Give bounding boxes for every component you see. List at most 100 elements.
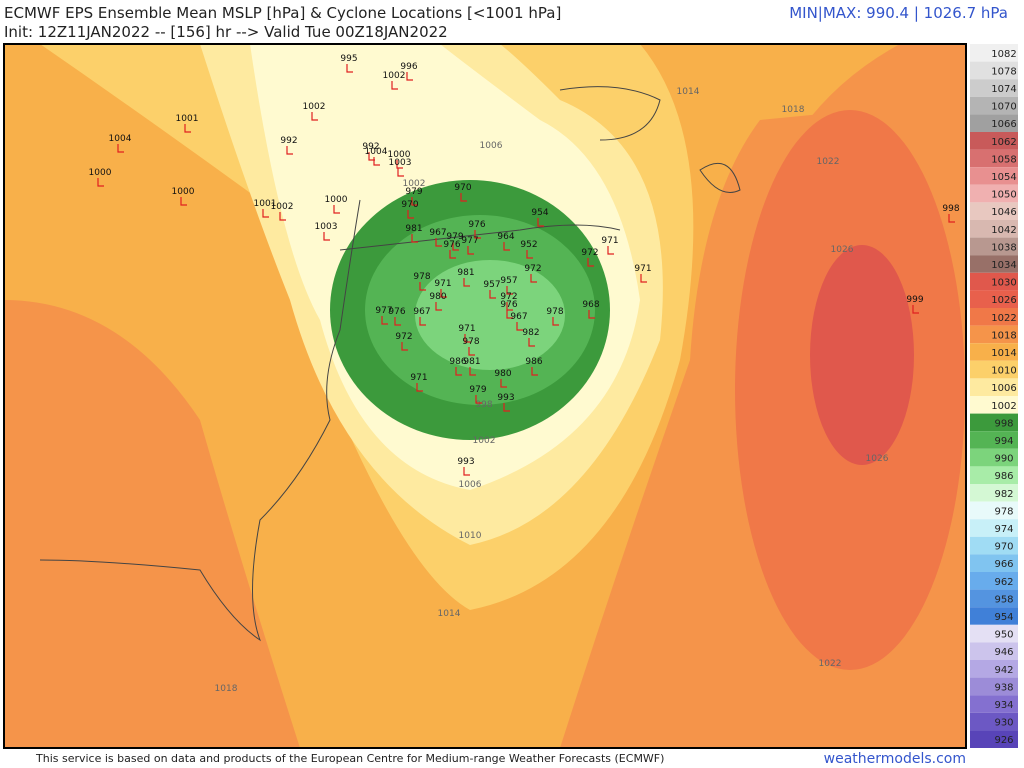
contour-label: 1026 <box>866 454 889 464</box>
cyclone-marker <box>401 342 408 351</box>
cyclone-pressure: 971 <box>410 373 427 383</box>
contour-label: 1018 <box>782 105 805 115</box>
colorbar-label: 942 <box>994 665 1013 676</box>
contour-label: 1006 <box>459 480 482 490</box>
cyclone-marker <box>912 305 919 314</box>
site[interactable]: weathermodels.com <box>824 751 966 767</box>
cyclone-marker <box>391 81 398 90</box>
cyclone-marker <box>460 193 467 202</box>
cyclone-marker <box>262 209 269 218</box>
cyclone-pressure: 992 <box>362 142 379 152</box>
colorbar-label: 946 <box>994 647 1013 658</box>
cyclone-marker <box>419 282 426 291</box>
contour-label: 1018 <box>215 684 238 694</box>
cyclone-marker <box>97 178 104 187</box>
cyclone-marker <box>311 112 318 121</box>
cyclone-marker <box>463 278 470 287</box>
cyclone-pressure: 967 <box>510 312 527 322</box>
cyclone-marker <box>411 197 418 206</box>
cyclone-marker <box>381 316 388 325</box>
cyclone-marker <box>416 383 423 392</box>
color-swatch <box>970 255 1018 273</box>
color-swatch <box>970 360 1018 379</box>
color-swatch <box>970 202 1018 220</box>
cyclone-marker <box>503 242 510 251</box>
cyclone-pressure: 976 <box>500 300 517 310</box>
cyclone-marker <box>373 157 380 166</box>
color-swatch <box>970 184 1018 203</box>
cyclone-marker <box>396 160 403 169</box>
colorbar-label: 958 <box>994 594 1013 605</box>
color-swatch <box>970 660 1018 678</box>
cyclone-marker <box>463 467 470 476</box>
colorbar-label: 1006 <box>991 383 1016 394</box>
cyclone-marker <box>640 274 647 283</box>
cyclone-pressure: 996 <box>400 62 417 72</box>
cyclone-marker <box>506 310 513 319</box>
color-swatch <box>970 149 1018 168</box>
cyclone-pressure: 1000 <box>89 168 112 178</box>
color-swatch <box>970 61 1018 80</box>
colorbar-label: 970 <box>994 542 1013 553</box>
cyclone-pressure: 972 <box>395 332 412 342</box>
min-max: MIN|MAX: 990.4 | 1026.7 hPa <box>789 4 1008 22</box>
colorbar-label: 990 <box>994 454 1013 465</box>
cyclone-marker <box>346 64 353 73</box>
cyclone-marker <box>397 168 404 177</box>
cyclone-pressure: 977 <box>375 306 392 316</box>
cyclone-pressure: 1002 <box>271 202 294 212</box>
color-swatch <box>970 114 1018 132</box>
cyclone-pressure: 978 <box>546 307 563 317</box>
cyclone-marker <box>552 317 559 326</box>
contour-label: 1002 <box>403 179 426 189</box>
cyclone-marker <box>489 290 496 299</box>
cyclone-pressure: 971 <box>458 324 475 334</box>
cyclone-pressure: 981 <box>457 268 474 278</box>
cyclone-pressure: 1000 <box>325 195 348 205</box>
color-swatch <box>970 677 1018 696</box>
cyclone-pressure: 980 <box>494 369 511 379</box>
cyclone-pressure: 993 <box>457 457 474 467</box>
cyclone-pressure: 979 <box>446 232 463 242</box>
cyclone-marker <box>500 379 507 388</box>
contour-label: 1022 <box>817 157 840 167</box>
colorbar-label: 1018 <box>991 330 1016 341</box>
cyclone-marker <box>526 250 533 259</box>
cyclone-marker <box>435 302 442 311</box>
cyclone-marker <box>464 334 471 343</box>
contour-label: 998 <box>475 400 492 410</box>
colorbar-label: 954 <box>994 612 1013 623</box>
cyclone-marker <box>516 322 523 331</box>
contour-label: 1026 <box>831 245 854 255</box>
color-swatch <box>970 96 1018 115</box>
contour-label: 1014 <box>677 87 700 97</box>
colorbar-label: 962 <box>994 577 1013 588</box>
cyclone-pressure: 957 <box>483 280 500 290</box>
cyclone-pressure: 1003 <box>389 158 412 168</box>
colorbar-label: 1070 <box>991 102 1016 113</box>
colorbar-label: 974 <box>994 524 1013 535</box>
colorbar-label: 1042 <box>991 225 1016 236</box>
cyclone-pressure: 970 <box>454 183 471 193</box>
colorbar-label: 1066 <box>991 119 1016 130</box>
cyclone-pressure: 999 <box>906 295 923 305</box>
title: ECMWF EPS Ensemble Mean MSLP [hPa] & Cyc… <box>4 4 561 22</box>
cyclone-marker <box>323 232 330 241</box>
cyclone-pressure: 952 <box>520 240 537 250</box>
colorbar-label: 1038 <box>991 242 1016 253</box>
colorbar-label: 966 <box>994 559 1013 570</box>
cyclone-pressure: 979 <box>405 187 422 197</box>
cyclone-marker <box>506 286 513 295</box>
cyclone-pressure: 986 <box>449 357 466 367</box>
colorbar-label: 950 <box>994 630 1013 641</box>
color-swatch <box>970 642 1018 660</box>
credit: This service is based on data and produc… <box>35 752 664 765</box>
colorbar-label: 1022 <box>991 313 1016 324</box>
cyclone-pressure: 998 <box>942 204 959 214</box>
cyclone-marker <box>180 197 187 206</box>
cyclone-pressure: 976 <box>443 240 460 250</box>
colorbar-label: 1002 <box>991 401 1016 412</box>
cyclone-marker <box>333 205 340 214</box>
color-swatch <box>970 501 1018 520</box>
